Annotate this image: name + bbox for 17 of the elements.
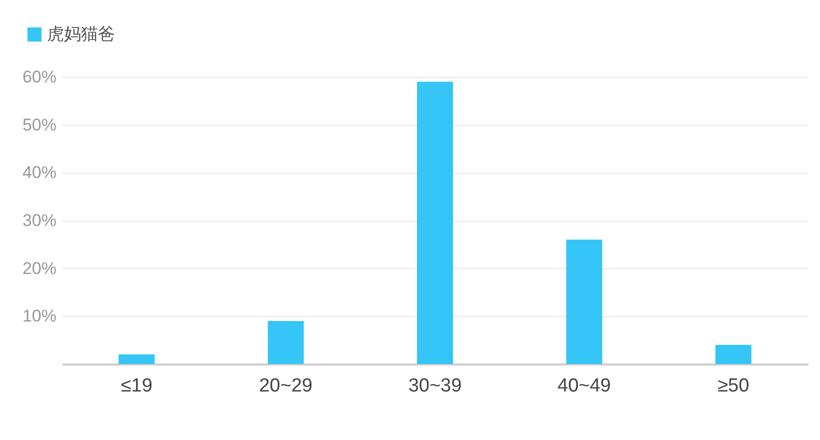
bar <box>268 320 304 364</box>
x-tick-label: 40~49 <box>558 376 611 396</box>
y-tick-label: 50% <box>22 115 56 134</box>
x-tick-label: ≤19 <box>120 376 152 396</box>
bar <box>417 82 453 364</box>
y-tick-label: 40% <box>22 163 56 182</box>
y-tick-label: 10% <box>22 306 56 326</box>
y-tick-label: 60% <box>22 68 56 86</box>
bar <box>118 354 155 364</box>
y-tick-label: 30% <box>22 211 56 230</box>
x-tick-label: 30~39 <box>408 376 462 396</box>
bar <box>566 240 602 364</box>
legend-label: 虎妈猫爸 <box>47 24 115 44</box>
bar <box>715 344 752 364</box>
y-tick-label: 20% <box>22 258 56 278</box>
x-tick-label: ≥50 <box>718 376 750 396</box>
x-tick-label: 20~29 <box>259 376 312 396</box>
